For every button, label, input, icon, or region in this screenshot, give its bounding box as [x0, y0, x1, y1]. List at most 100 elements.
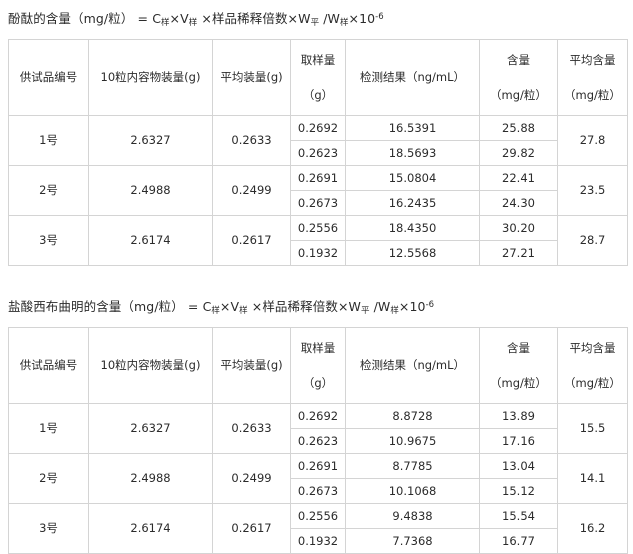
formula-term-v: V样 — [180, 11, 198, 28]
cell-average-content: 27.8 — [557, 114, 628, 166]
cell-average-content: 14.1 — [557, 452, 628, 504]
cell-content: 15.12 — [479, 477, 558, 504]
header-average-content-unit: （mg/粒） — [564, 375, 621, 390]
formula-power: 10-6 — [409, 299, 434, 314]
header-sampling-amount: 取样量 （g） — [290, 38, 346, 116]
formula-sibutramine: 盐酸西布曲明的含量（mg/粒） = C样×V样 ×样品稀释倍数×W平 /W样×1… — [0, 288, 633, 327]
formula-base: 10 — [409, 298, 426, 314]
formula-exponent: -6 — [375, 12, 384, 22]
cell-sampling-amount: 0.2623 — [290, 139, 346, 166]
formula-w-sample-subscript: 样 — [390, 305, 399, 316]
results-table-sibutramine: 供试品编号 10粒内容物装量(g) 平均装量(g) 取样量 （g） 检测结果（n… — [8, 326, 628, 554]
header-sampling-amount-unit: （g） — [302, 375, 334, 390]
formula-term-w-avg: W平 — [348, 298, 370, 316]
cell-sample-no: 1号 — [8, 402, 89, 454]
header-average-content-title: 平均含量 — [569, 340, 616, 355]
formula-term-w-sample: W样 — [377, 298, 399, 316]
cell-average-fill: 0.2617 — [212, 214, 291, 266]
cell-sample-no: 3号 — [8, 214, 89, 266]
formula-times-4: × — [398, 298, 410, 314]
cell-detection-result: 8.7785 — [345, 452, 480, 479]
header-content-10-capsules: 10粒内容物装量(g) — [88, 326, 213, 404]
cell-sampling-amount: 0.2691 — [290, 452, 346, 479]
header-average-content-unit: （mg/粒） — [564, 87, 621, 102]
table-row: 0.2673 10.1068 15.12 — [9, 477, 628, 504]
table-row: 0.1932 12.5568 27.21 — [9, 239, 628, 266]
formula-w-avg-symbol: W — [298, 10, 311, 26]
cell-content-10-capsules: 2.6174 — [88, 502, 213, 554]
formula-times-4: × — [348, 10, 360, 26]
formula-w-sample-symbol: W — [377, 298, 391, 314]
cell-sampling-amount: 0.2556 — [290, 214, 346, 241]
formula-term-w-sample: W样 — [327, 10, 349, 28]
formula-power: 10-6 — [359, 11, 384, 26]
cell-content-10-capsules: 2.4988 — [88, 452, 213, 504]
cell-average-fill: 0.2499 — [212, 164, 291, 216]
cell-sampling-amount: 0.2556 — [290, 502, 346, 529]
cell-detection-result: 18.4350 — [345, 214, 480, 241]
cell-sample-no: 2号 — [8, 452, 89, 504]
table-row: 2号 2.4988 0.2499 0.2691 15.0804 22.41 23… — [8, 164, 628, 216]
formula-term-v: V样 — [231, 299, 248, 316]
formula-w-sample-subscript: 样 — [339, 17, 349, 28]
cell-average-fill: 0.2499 — [212, 452, 291, 504]
header-content-title: 含量 — [507, 340, 530, 355]
header-average-content: 平均含量 （mg/粒） — [557, 38, 628, 116]
cell-average-fill: 0.2617 — [212, 502, 291, 554]
header-sampling-amount: 取样量 （g） — [290, 326, 346, 404]
formula-slash: / — [323, 10, 328, 26]
table-row: 1号 2.6327 0.2633 0.2692 8.8728 13.89 15.… — [8, 402, 628, 454]
formula-dilution-factor: 样品稀释倍数 — [211, 10, 288, 26]
header-sampling-amount-unit: （g） — [302, 87, 334, 102]
header-average-content-title: 平均含量 — [569, 52, 616, 67]
formula-w-avg-symbol: W — [348, 298, 361, 314]
header-content-unit: （mg/粒） — [490, 87, 547, 102]
header-average-fill: 平均装量(g) — [212, 326, 291, 404]
formula-v-subscript: 样 — [239, 305, 248, 316]
formula-equals: = — [137, 10, 149, 26]
header-sample-no: 供试品编号 — [8, 38, 89, 116]
cell-content: 17.16 — [479, 427, 558, 454]
cell-average-content: 15.5 — [557, 402, 628, 454]
formula-times-1: × — [219, 298, 231, 314]
header-detection-result: 检测结果（ng/mL） — [345, 38, 480, 116]
cell-detection-result: 16.2435 — [345, 189, 480, 216]
cell-detection-result: 16.5391 — [345, 114, 480, 141]
cell-sampling-amount: 0.2692 — [290, 402, 346, 429]
formula-term-c: C样 — [152, 11, 170, 28]
header-detection-result: 检测结果（ng/mL） — [345, 326, 480, 404]
cell-content-10-capsules: 2.6327 — [88, 114, 213, 166]
formula-c-subscript: 样 — [161, 17, 170, 28]
header-content: 含量 （mg/粒） — [479, 38, 558, 116]
header-sampling-amount-title: 取样量 — [300, 340, 336, 355]
header-average-content: 平均含量 （mg/粒） — [557, 326, 628, 404]
cell-content-10-capsules: 2.6327 — [88, 402, 213, 454]
formula-c-symbol: C — [202, 298, 212, 314]
cell-sampling-amount: 0.2623 — [290, 427, 346, 454]
formula-slash: / — [373, 298, 378, 314]
cell-sampling-amount: 0.2692 — [290, 114, 346, 141]
cell-sample-no: 1号 — [8, 114, 89, 166]
cell-sample-no: 3号 — [8, 502, 89, 554]
table-row: 3号 2.6174 0.2617 0.2556 9.4838 15.54 16.… — [8, 502, 628, 554]
cell-content: 16.77 — [479, 527, 558, 554]
formula-c-subscript: 样 — [211, 305, 220, 316]
formula-equals: = — [187, 298, 199, 314]
formula-exponent: -6 — [425, 299, 435, 310]
formula-v-subscript: 样 — [188, 17, 198, 28]
cell-sampling-amount: 0.1932 — [290, 527, 346, 554]
formula-dilution-factor: 样品稀释倍数 — [262, 298, 338, 314]
cell-content: 13.89 — [479, 402, 558, 429]
section-spacer — [0, 266, 633, 288]
formula-times-1: × — [169, 10, 181, 26]
cell-detection-result: 10.1068 — [345, 477, 480, 504]
table-row: 0.2673 16.2435 24.30 — [9, 189, 628, 216]
header-average-fill: 平均装量(g) — [212, 38, 291, 116]
cell-content-10-capsules: 2.4988 — [88, 164, 213, 216]
cell-detection-result: 7.7368 — [345, 527, 480, 554]
cell-sample-no: 2号 — [8, 164, 89, 216]
header-sample-no: 供试品编号 — [8, 326, 89, 404]
formula-w-sample-symbol: W — [327, 10, 340, 26]
cell-detection-result: 8.8728 — [345, 402, 480, 429]
table-row: 2号 2.4988 0.2499 0.2691 8.7785 13.04 14.… — [8, 452, 628, 504]
